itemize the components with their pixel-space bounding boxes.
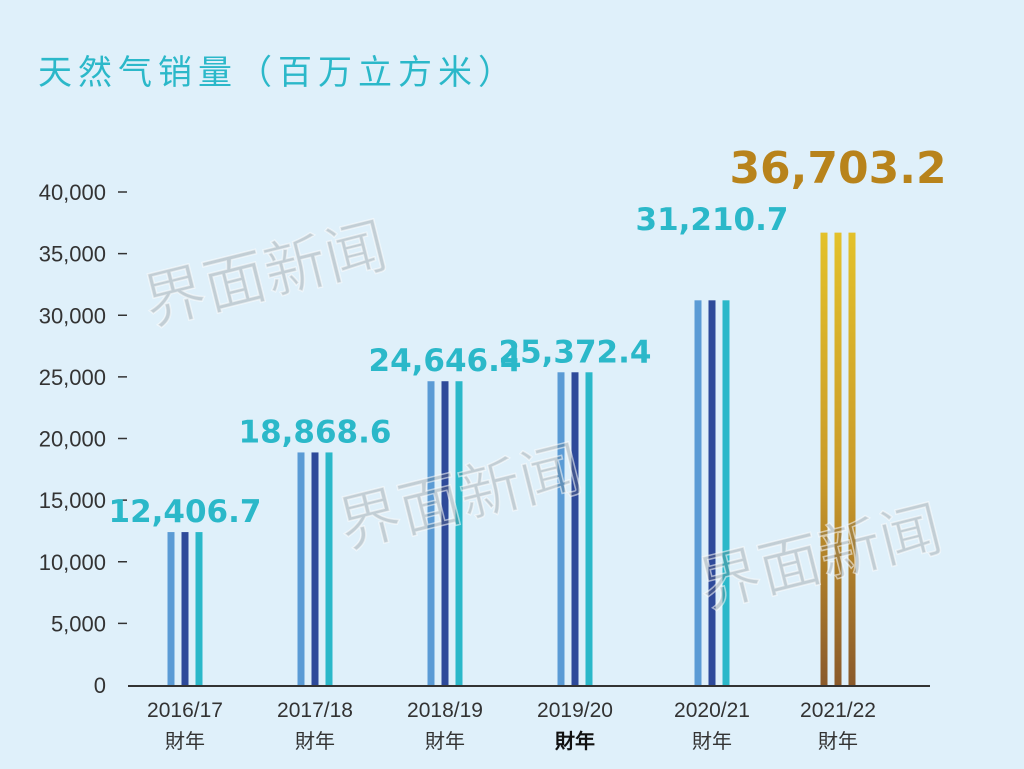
bar-stripe [181,532,189,685]
x-tick-label: 2017/18 [277,699,353,722]
bar-stripe [441,381,449,685]
x-tick-sublabel: 財年 [818,729,858,753]
chart-title: 天然气销量（百万立方米） [38,53,518,93]
bar-stripe [848,232,856,685]
y-tick-label: 0 [94,673,106,698]
data-label: 24,646.4 [369,343,522,379]
data-label: 31,210.7 [636,202,789,238]
bar-stripe [834,232,842,685]
x-axis: 2016/17 財年 2017/18 財年 2018/19 財年 2019/20 財年 2020… [128,685,930,753]
x-tick-sublabel: 財年 [295,729,335,753]
x-tick-label: 2016/17 [147,699,223,722]
x-tick-sublabel: 財年 [165,729,205,753]
data-label: 12,406.7 [109,494,262,530]
y-tick-label: 40,000 [39,180,106,205]
bar-stripe [585,372,593,685]
y-tick-label: 30,000 [39,303,106,328]
bar-stripe [195,532,203,685]
data-label: 36,703.2 [729,143,946,194]
bar-stripe [311,452,319,685]
y-tick-label: 20,000 [39,427,106,452]
watermark: 界面新闻 [691,492,949,623]
bar-2020/21 [694,300,730,685]
bar-2019/20 [557,372,593,685]
y-tick-label: 25,000 [39,365,106,390]
x-tick-label: 2020/21 [674,699,750,722]
bar-2018/19 [427,381,463,685]
bar-stripe [427,381,435,685]
bar-stripe [297,452,305,685]
data-label: 18,868.6 [239,414,392,450]
data-labels: 12,406.7 18,868.6 24,646.425,372.4 31,210.7… [109,143,947,530]
bar-stripe [820,232,828,685]
x-tick-label: 2021/22 [800,699,876,722]
y-axis: 0 5,000 10,000 15,000 20,000 25,000 30,000 35,0… [39,180,127,698]
bar-stripe [557,372,565,685]
data-label: 25,372.4 [499,334,652,370]
bar-2017/18 [297,452,333,685]
y-tick-label: 5,000 [51,611,106,636]
bar-stripe [325,452,333,685]
x-tick-label: 2019/20 [537,699,613,722]
x-tick-sublabel: 財年 [555,729,595,753]
y-tick-label: 15,000 [39,488,106,513]
x-tick-sublabel: 財年 [692,729,732,753]
bar-stripe [167,532,175,685]
bar-stripe [708,300,716,685]
x-tick-sublabel: 財年 [425,729,465,753]
y-tick-label: 35,000 [39,242,106,267]
bar-2021/22 [820,232,856,685]
bar-stripe [571,372,579,685]
bar-2016/17 [167,532,203,685]
bars [167,232,856,685]
x-tick-label: 2018/19 [407,699,483,722]
watermark: 界面新闻 [136,209,394,340]
y-tick-label: 10,000 [39,550,106,575]
bar-stripe [722,300,730,685]
bar-stripe [694,300,702,685]
bar-stripe [455,381,463,685]
